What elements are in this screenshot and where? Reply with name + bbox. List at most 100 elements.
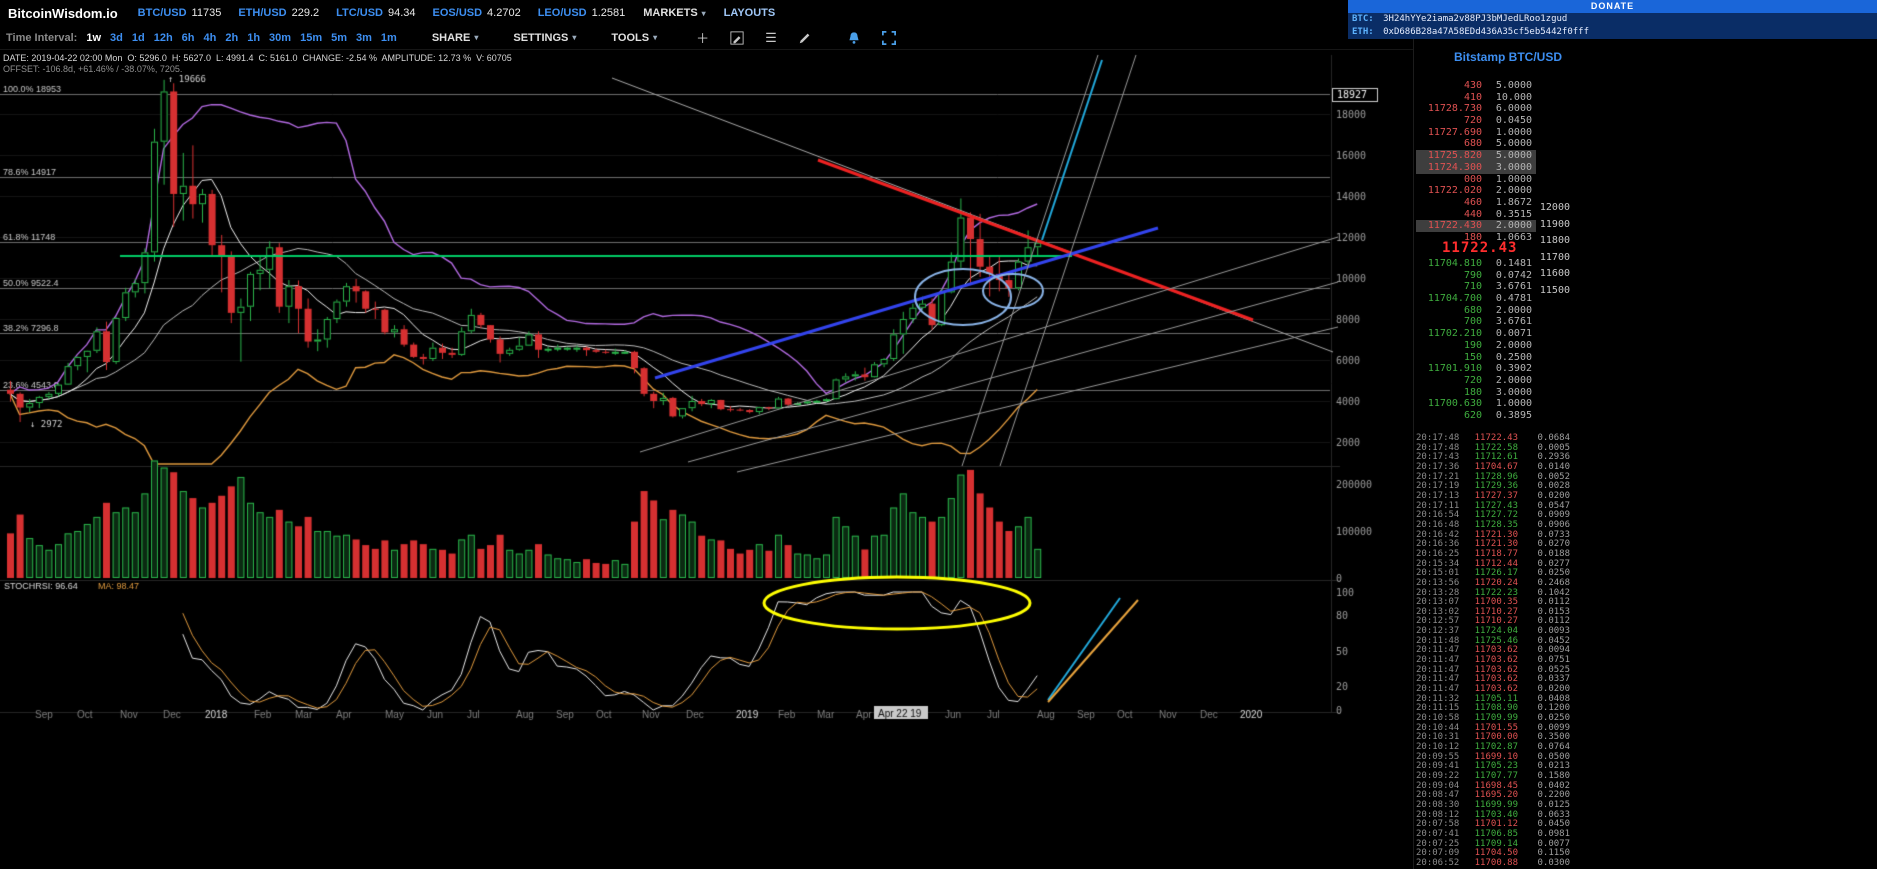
- trade-row[interactable]: 20:17:21 11728.96 0.0052: [1416, 472, 1574, 483]
- trade-row[interactable]: 20:16:36 11721.30 0.0270: [1416, 540, 1574, 550]
- orderbook-row[interactable]: 11722.020 2.0000: [1416, 185, 1536, 197]
- donate-button[interactable]: DONATE: [1348, 0, 1877, 13]
- trade-row[interactable]: 20:09:04 11698.45 0.0402: [1416, 781, 1574, 792]
- orderbook-row[interactable]: 11702.210 0.0071: [1416, 328, 1536, 340]
- ticker-ltc-usd[interactable]: LTC/USD 94.34: [336, 7, 415, 19]
- fullscreen-button[interactable]: [881, 30, 896, 45]
- orderbook-row[interactable]: 410 10.000: [1416, 92, 1536, 104]
- interval-15m[interactable]: 15m: [300, 31, 323, 44]
- trade-row[interactable]: 20:09:41 11705.23 0.0213: [1416, 762, 1574, 772]
- trade-row[interactable]: 20:17:48 11722.43 0.0684: [1416, 433, 1574, 444]
- orderbook-row[interactable]: 440 0.3515: [1416, 209, 1536, 221]
- trade-row[interactable]: 20:15:34 11712.44 0.0277: [1416, 559, 1574, 570]
- interval-12h[interactable]: 12h: [153, 31, 173, 44]
- trade-row[interactable]: 20:12:37 11724.04 0.0093: [1416, 626, 1574, 637]
- interval-6h[interactable]: 6h: [181, 31, 195, 44]
- orderbook-row[interactable]: 000 1.0000: [1416, 174, 1536, 186]
- trade-row[interactable]: 20:10:44 11701.55 0.0099: [1416, 723, 1574, 734]
- ticker-leo-usd[interactable]: LEO/USD 1.2581: [538, 7, 626, 19]
- trade-row[interactable]: 20:12:57 11710.27 0.0112: [1416, 617, 1574, 627]
- orderbook-row[interactable]: 11722.430 2.0000: [1416, 220, 1536, 232]
- trade-row[interactable]: 20:17:19 11729.36 0.0028: [1416, 482, 1574, 492]
- trade-row[interactable]: 20:17:36 11704.67 0.0140: [1416, 462, 1574, 473]
- trade-row[interactable]: 20:11:32 11705.11 0.0408: [1416, 694, 1574, 705]
- orderbook-row[interactable]: 680 2.0000: [1416, 305, 1536, 317]
- orderbook-row[interactable]: 11725.820 5.0000: [1416, 150, 1536, 162]
- orderbook-row[interactable]: 180 1.0663: [1416, 232, 1536, 244]
- orderbook-row[interactable]: 180 3.0000: [1416, 387, 1536, 399]
- ticker-btc-usd[interactable]: BTC/USD 11735: [138, 7, 222, 19]
- share-menu[interactable]: SHARE ▾: [432, 32, 479, 44]
- orderbook-row[interactable]: 620 0.3895: [1416, 410, 1536, 422]
- trade-row[interactable]: 20:13:56 11720.24 0.2468: [1416, 578, 1574, 589]
- trade-row[interactable]: 20:07:09 11704.50 0.1150: [1416, 849, 1574, 859]
- interval-4h[interactable]: 4h: [203, 31, 217, 44]
- interval-5m[interactable]: 5m: [331, 31, 348, 44]
- interval-1d[interactable]: 1d: [131, 31, 145, 44]
- trade-row[interactable]: 20:09:55 11699.10 0.0500: [1416, 752, 1574, 763]
- trade-row[interactable]: 20:13:02 11710.27 0.0153: [1416, 607, 1574, 618]
- price-chart-canvas[interactable]: [0, 0, 1413, 869]
- app-logo[interactable]: BitcoinWisdom.io: [8, 5, 118, 21]
- trade-row[interactable]: 20:11:15 11708.90 0.1200: [1416, 704, 1574, 714]
- interval-2h[interactable]: 2h: [225, 31, 239, 44]
- ticker-eth-usd[interactable]: ETH/USD 229.2: [238, 7, 319, 19]
- trade-row[interactable]: 20:17:13 11727.37 0.0200: [1416, 491, 1574, 502]
- orderbook-row[interactable]: 460 1.8672: [1416, 197, 1536, 209]
- ticker-eos-usd[interactable]: EOS/USD 4.2702: [433, 7, 521, 19]
- trade-row[interactable]: 20:08:30 11699.99 0.0125: [1416, 800, 1574, 811]
- eth-address-value[interactable]: 0xD686B28a47A58EDd436A35cf5eb5442f0fff: [1383, 27, 1590, 37]
- trade-row[interactable]: 20:10:12 11702.87 0.0764: [1416, 742, 1574, 753]
- interval-3m[interactable]: 3m: [356, 31, 372, 44]
- orderbook-row[interactable]: 710 3.6761: [1416, 281, 1536, 293]
- trade-row[interactable]: 20:16:42 11721.30 0.0733: [1416, 530, 1574, 541]
- trade-row[interactable]: 20:07:25 11709.14 0.0077: [1416, 839, 1574, 850]
- trade-row[interactable]: 20:07:41 11706.85 0.0981: [1416, 829, 1574, 840]
- orderbook-row[interactable]: 11727.690 1.0000: [1416, 127, 1536, 139]
- trade-row[interactable]: 20:06:52 11700.88 0.0300: [1416, 858, 1574, 869]
- layouts-menu[interactable]: LAYOUTS: [723, 7, 776, 19]
- btc-address-value[interactable]: 3H24hYYe2iama2v88PJ3bMJedLRoo1zgud: [1383, 14, 1568, 24]
- trade-row[interactable]: 20:11:47 11703.62 0.0337: [1416, 675, 1574, 685]
- trade-row[interactable]: 20:08:47 11695.20 0.2200: [1416, 791, 1574, 801]
- settings-menu[interactable]: SETTINGS ▾: [513, 32, 576, 44]
- orderbook-row[interactable]: 150 0.2500: [1416, 352, 1536, 364]
- orderbook-row[interactable]: 11728.730 6.0000: [1416, 103, 1536, 115]
- trade-row[interactable]: 20:11:47 11703.62 0.0751: [1416, 655, 1574, 666]
- orderbook-row[interactable]: 700 3.6761: [1416, 316, 1536, 328]
- orderbook-row[interactable]: 720 2.0000: [1416, 375, 1536, 387]
- orderbook-row[interactable]: 680 5.0000: [1416, 138, 1536, 150]
- markets-menu[interactable]: MARKETS ▾: [643, 7, 705, 19]
- trade-row[interactable]: 20:13:28 11722.23 0.1042: [1416, 588, 1574, 599]
- orderbook-row[interactable]: 720 0.0450: [1416, 115, 1536, 127]
- interval-1m[interactable]: 1m: [380, 31, 397, 44]
- trade-row[interactable]: 20:11:47 11703.62 0.0094: [1416, 646, 1574, 656]
- trade-row[interactable]: 20:15:01 11726.17 0.0250: [1416, 569, 1574, 579]
- orderbook-row[interactable]: 790 0.0742: [1416, 270, 1536, 282]
- trade-row[interactable]: 20:17:43 11712.61 0.2936: [1416, 453, 1574, 463]
- trade-row[interactable]: 20:10:31 11700.00 0.3500: [1416, 733, 1574, 743]
- orderbook-row[interactable]: 11700.630 1.0000: [1416, 398, 1536, 410]
- tools-menu[interactable]: TOOLS ▾: [611, 32, 657, 44]
- orderbook-row[interactable]: 11704.810 0.1481: [1416, 258, 1536, 270]
- trade-row[interactable]: 20:11:47 11703.62 0.0200: [1416, 684, 1574, 695]
- trade-row[interactable]: 20:17:11 11727.43 0.0547: [1416, 501, 1574, 512]
- interval-3d[interactable]: 3d: [110, 31, 123, 44]
- interval-1w[interactable]: 1w: [86, 31, 102, 44]
- trade-row[interactable]: 20:17:48 11722.58 0.0005: [1416, 443, 1574, 454]
- draw-tool-button[interactable]: [730, 30, 744, 45]
- trade-row[interactable]: 20:11:47 11703.62 0.0525: [1416, 665, 1574, 676]
- orderbook-row[interactable]: 190 2.0000: [1416, 340, 1536, 352]
- orderbook-row[interactable]: 11724.300 3.0000: [1416, 161, 1536, 174]
- trade-row[interactable]: 20:13:07 11700.35 0.0112: [1416, 597, 1574, 608]
- trade-row[interactable]: 20:16:25 11718.77 0.0188: [1416, 549, 1574, 560]
- trade-row[interactable]: 20:07:58 11701.12 0.0450: [1416, 820, 1574, 830]
- add-indicator-button[interactable]: ＋: [696, 28, 709, 47]
- orderbook-row[interactable]: 11701.910 0.3902: [1416, 363, 1536, 375]
- trade-row[interactable]: 20:16:54 11727.72 0.0909: [1416, 511, 1574, 521]
- trade-row[interactable]: 20:16:48 11728.35 0.0906: [1416, 520, 1574, 531]
- trade-row[interactable]: 20:11:48 11725.46 0.0452: [1416, 636, 1574, 647]
- trade-row[interactable]: 20:08:12 11703.40 0.0633: [1416, 810, 1574, 821]
- interval-30m[interactable]: 30m: [269, 31, 292, 44]
- orderbook-row[interactable]: 11704.700 0.4781: [1416, 293, 1536, 305]
